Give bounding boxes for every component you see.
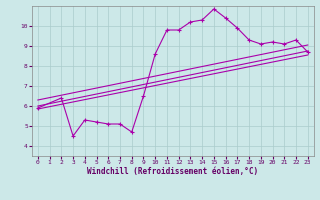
X-axis label: Windchill (Refroidissement éolien,°C): Windchill (Refroidissement éolien,°C) (87, 167, 258, 176)
